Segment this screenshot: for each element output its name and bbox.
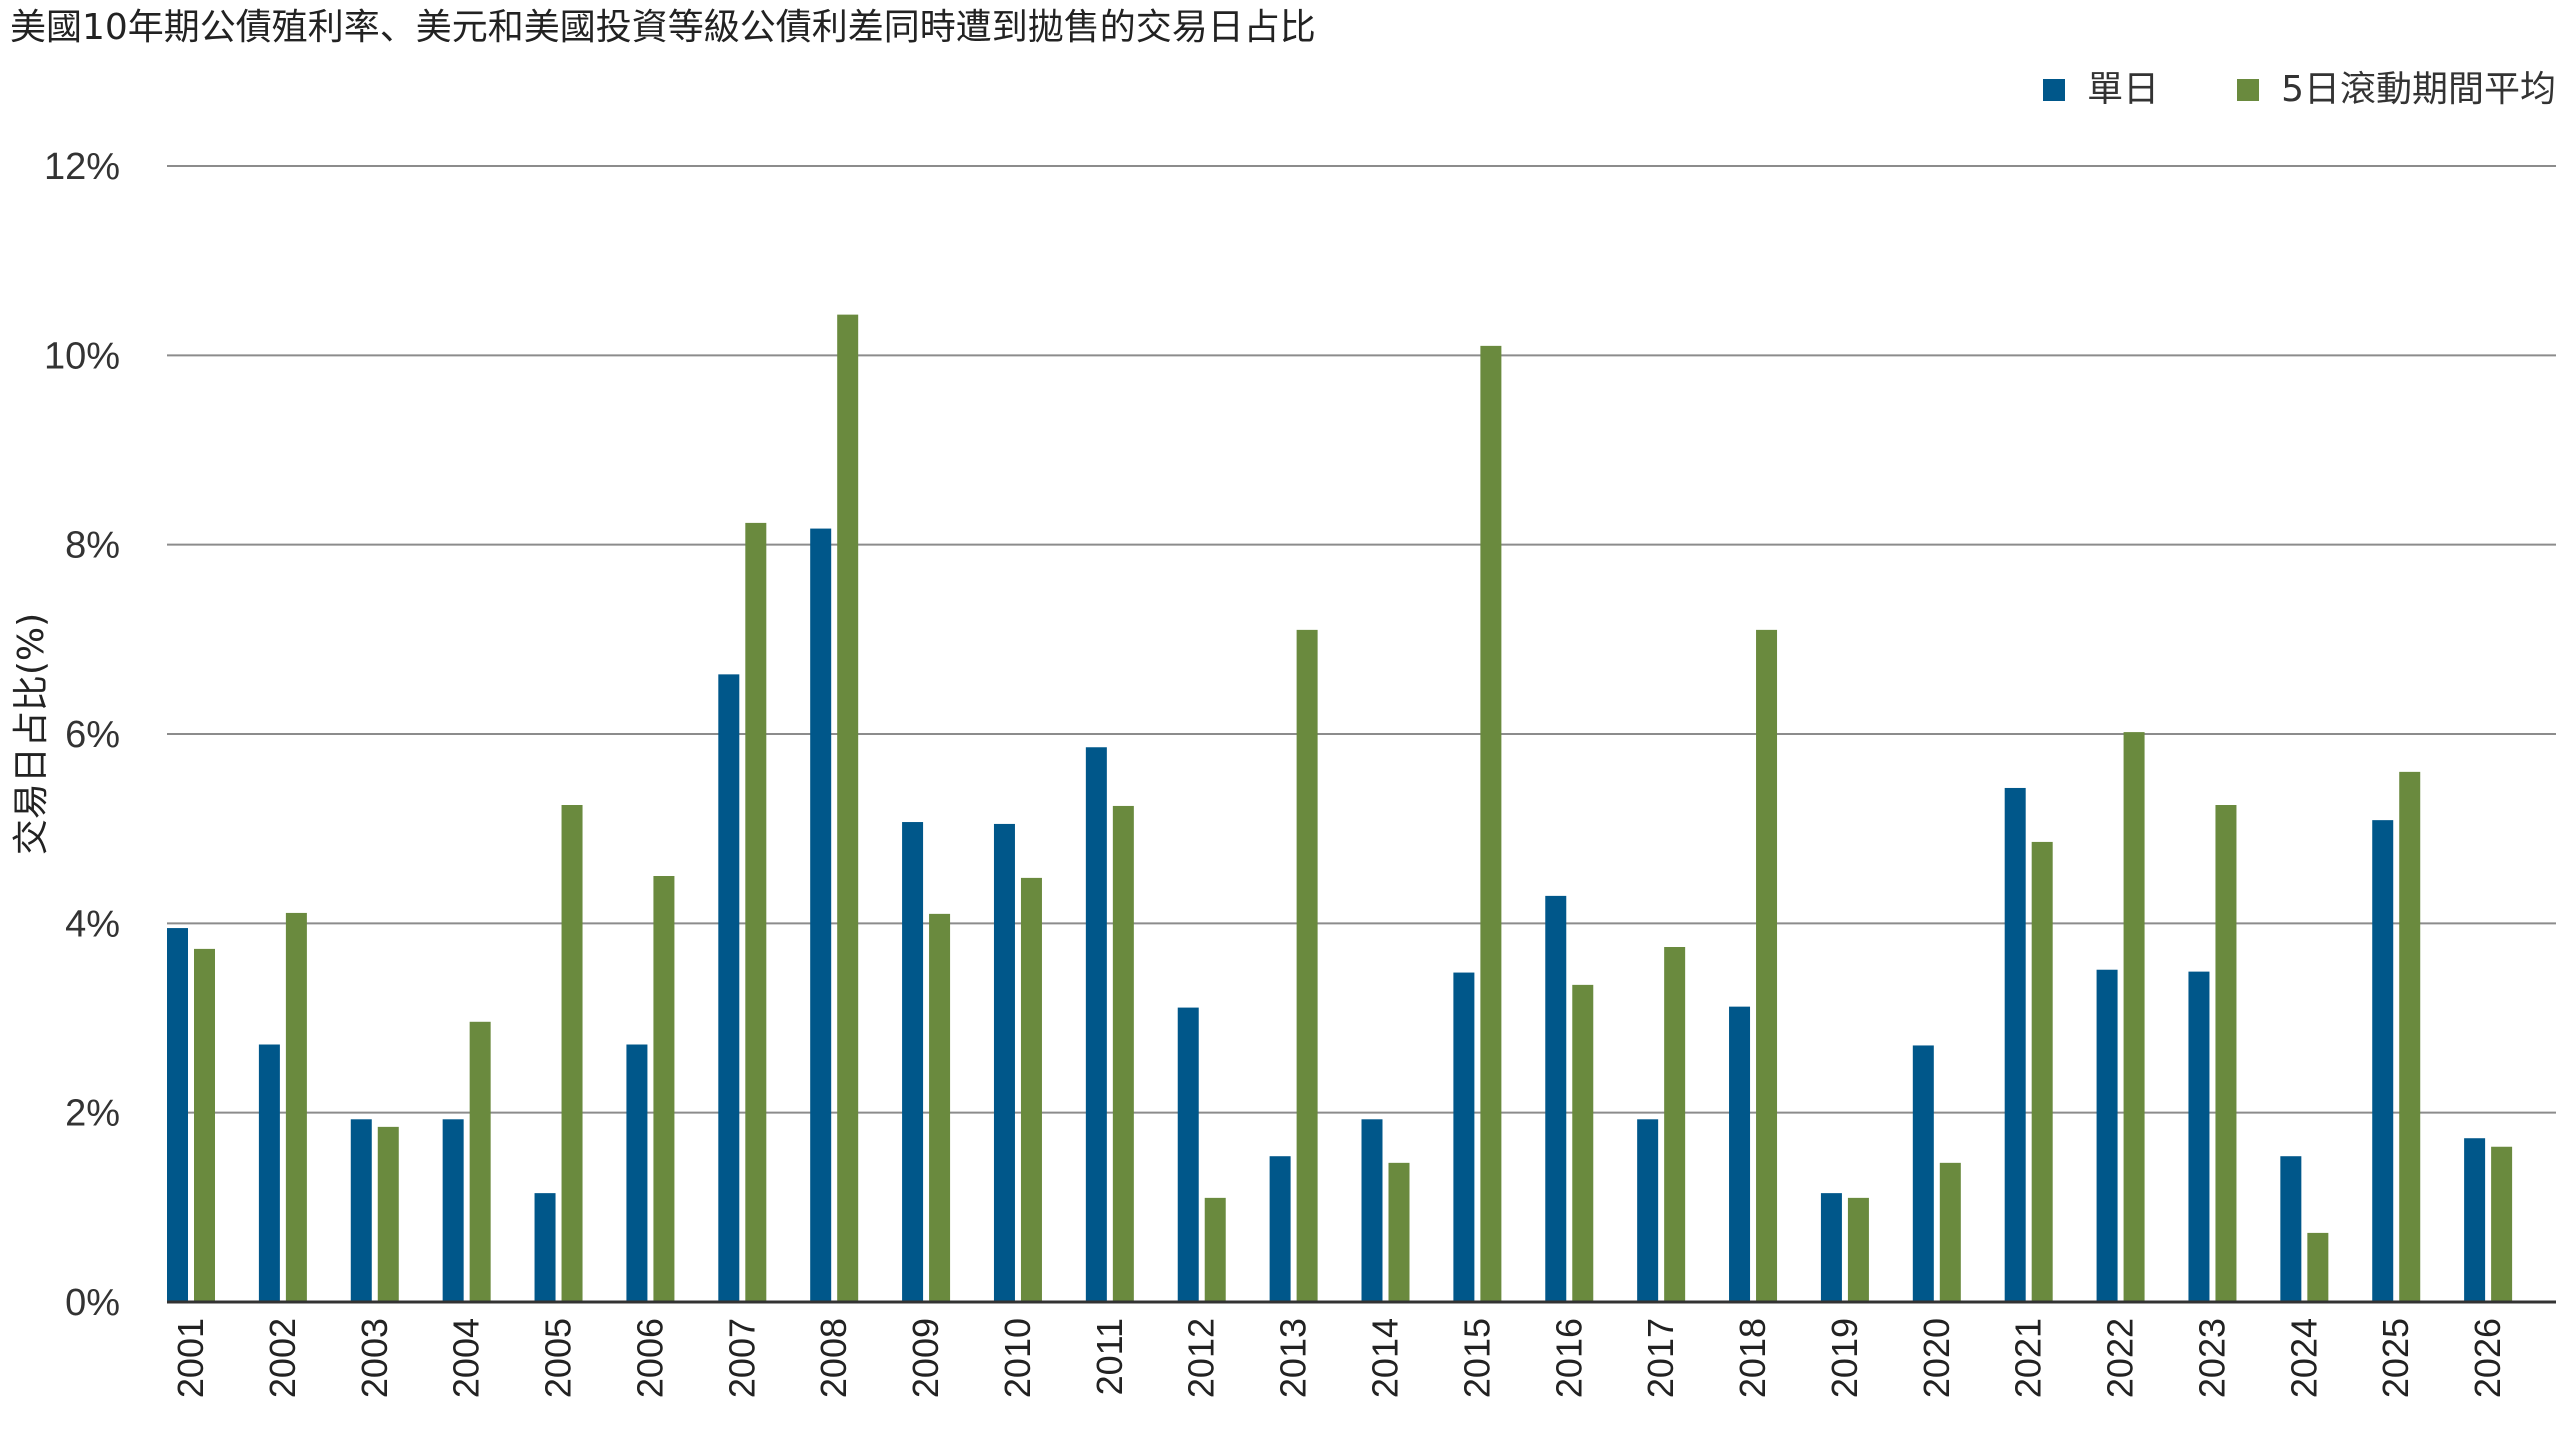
bar-single-day: [1637, 1119, 1659, 1302]
bar-single-day: [2096, 969, 2118, 1302]
bar-single-day: [167, 928, 188, 1302]
x-tick-label: 2011: [1089, 1318, 1130, 1395]
bar-rolling-average: [653, 876, 675, 1302]
x-tick-label: 2018: [1732, 1318, 1773, 1398]
bar-single-day: [534, 1193, 556, 1302]
bar-rolling-average: [1388, 1162, 1410, 1302]
bar-single-day: [1361, 1119, 1383, 1302]
bar-single-day: [902, 822, 924, 1302]
y-tick-label: 12%: [44, 146, 120, 188]
legend-label-single-day: 單日: [2087, 69, 2160, 110]
bar-rolling-average: [1296, 629, 1318, 1302]
y-tick-label: 8%: [65, 525, 120, 567]
bar-rolling-average: [1939, 1162, 1961, 1302]
bar-rolling-average: [1020, 877, 1042, 1302]
bar-rolling-average: [194, 948, 215, 1302]
bar-rolling-average: [377, 1126, 399, 1302]
bar-rolling-average: [1112, 805, 1134, 1302]
y-tick-label: 0%: [65, 1282, 120, 1324]
bar-single-day: [1912, 1045, 1934, 1302]
bar-single-day: [1085, 747, 1107, 1302]
x-tick-label: 2023: [2191, 1318, 2232, 1398]
bar-rolling-average: [929, 913, 951, 1302]
bar-rolling-average: [2031, 841, 2053, 1302]
bar-rolling-average: [2399, 771, 2421, 1302]
x-tick-label: 2002: [262, 1318, 303, 1398]
bar-single-day: [810, 528, 832, 1302]
x-tick-label: 2024: [2283, 1318, 2324, 1398]
x-tick-label: 2005: [538, 1318, 579, 1398]
x-tick-label: 2026: [2467, 1318, 2508, 1398]
bar-single-day: [1453, 972, 1475, 1302]
bar-rolling-average: [285, 912, 307, 1302]
x-tick-label: 2014: [1365, 1318, 1406, 1398]
x-tick-label: 2022: [2100, 1318, 2141, 1398]
legend: 單日 5日滾動期間平均: [1965, 68, 2556, 112]
x-tick-label: 2009: [905, 1318, 946, 1398]
bar-rolling-average: [2123, 732, 2145, 1302]
bar-rolling-average: [2491, 1146, 2513, 1302]
x-tick-label: 2004: [446, 1318, 487, 1398]
bars: [167, 314, 2513, 1302]
x-tick-label: 2020: [1916, 1318, 1957, 1398]
bar-single-day: [2372, 820, 2394, 1302]
x-tick-label: 2017: [1640, 1318, 1681, 1398]
bar-single-day: [2188, 971, 2210, 1302]
x-tick-label: 2007: [721, 1318, 762, 1398]
x-tick-label: 2010: [997, 1318, 1038, 1398]
bar-single-day: [1269, 1156, 1291, 1302]
bar-single-day: [1729, 1006, 1751, 1302]
x-tick-label: 2012: [1181, 1318, 1222, 1398]
x-tick-label: 2021: [2008, 1318, 2049, 1398]
bar-single-day: [442, 1119, 464, 1302]
x-tick-label: 2013: [1273, 1318, 1314, 1398]
bar-rolling-average: [2215, 805, 2237, 1302]
bar-single-day: [626, 1044, 648, 1302]
bar-single-day: [2004, 787, 2026, 1302]
chart-title: 美國10年期公債殖利率、美元和美國投資等級公債利差同時遭到拋售的交易日占比: [10, 7, 1316, 48]
y-tick-label: 4%: [65, 903, 120, 945]
bar-rolling-average: [1204, 1197, 1226, 1302]
gridlines: [167, 165, 2556, 1114]
bar-rolling-average: [1572, 984, 1594, 1302]
bar-single-day: [350, 1119, 372, 1302]
bar-single-day: [1820, 1193, 1842, 1302]
bar-single-day: [993, 823, 1015, 1302]
bar-rolling-average: [1480, 345, 1502, 1302]
y-tick-label: 6%: [65, 714, 120, 756]
bar-rolling-average: [561, 805, 583, 1302]
x-tick-label: 2001: [170, 1318, 211, 1398]
legend-label-rolling-average: 5日滾動期間平均: [2281, 69, 2556, 110]
x-tick-label: 2025: [2375, 1318, 2416, 1398]
bar-single-day: [2464, 1138, 2486, 1302]
legend-item-single-day: 單日: [2043, 68, 2159, 112]
x-tick-label: 2019: [1824, 1318, 1865, 1398]
x-tick-label: 2003: [354, 1318, 395, 1398]
bar-single-day: [1177, 1007, 1199, 1302]
bar-rolling-average: [2307, 1232, 2329, 1302]
x-tick-label: 2006: [629, 1318, 670, 1398]
axes: 0% 2% 4% 6% 8% 10% 12% 2001 2002 2003 2004 2005 2006…: [44, 146, 2556, 1398]
bar-rolling-average: [469, 1021, 491, 1302]
bar-rolling-average: [745, 522, 767, 1302]
bar-rolling-average: [1847, 1197, 1869, 1302]
y-tick-label: 2%: [65, 1093, 120, 1135]
y-tick-label: 10%: [44, 335, 120, 377]
bar-single-day: [1545, 895, 1567, 1302]
x-tick-label: 2015: [1456, 1318, 1497, 1398]
bar-rolling-average: [1664, 947, 1686, 1302]
legend-swatch-single-day: [2043, 79, 2066, 101]
legend-item-rolling-average: 5日滾動期間平均: [2237, 68, 2556, 112]
bar-rolling-average: [837, 314, 859, 1302]
bar-single-day: [258, 1044, 280, 1302]
x-tick-label: 2008: [813, 1318, 854, 1398]
legend-swatch-rolling-average: [2237, 79, 2260, 101]
bar-single-day: [718, 674, 740, 1302]
bar-single-day: [2280, 1156, 2302, 1302]
x-tick-label: 2016: [1548, 1318, 1589, 1398]
bar-rolling-average: [1756, 629, 1778, 1302]
